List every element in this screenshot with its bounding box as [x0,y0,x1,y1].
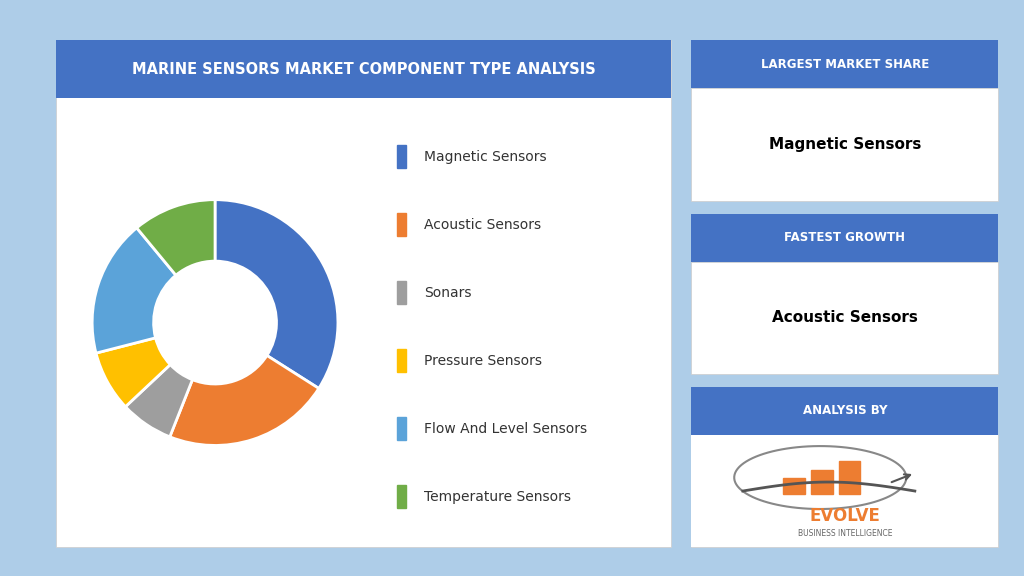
Text: LARGEST MARKET SHARE: LARGEST MARKET SHARE [761,58,929,71]
Bar [811,469,833,494]
Text: Magnetic Sensors: Magnetic Sensors [424,150,547,164]
Text: BUSINESS INTELLIGENCE: BUSINESS INTELLIGENCE [798,529,892,538]
Text: Flow And Level Sensors: Flow And Level Sensors [424,422,588,435]
Text: ANALYSIS BY: ANALYSIS BY [803,404,887,417]
Wedge shape [170,355,318,445]
Text: Acoustic Sensors: Acoustic Sensors [424,218,542,232]
Bar [397,349,407,372]
Bar [783,478,805,494]
Wedge shape [137,200,215,275]
Wedge shape [92,228,176,353]
Wedge shape [96,338,170,407]
Text: Acoustic Sensors: Acoustic Sensors [772,310,918,325]
Text: EVOLVE: EVOLVE [809,507,881,525]
Text: 34%: 34% [108,473,151,491]
Text: Pressure Sensors: Pressure Sensors [424,354,543,367]
Text: FASTEST GROWTH: FASTEST GROWTH [784,231,905,244]
Wedge shape [126,365,193,437]
Wedge shape [215,200,338,388]
Text: Sonars: Sonars [424,286,472,300]
Bar [397,145,407,168]
Text: MARINE SENSORS MARKET COMPONENT TYPE ANALYSIS: MARINE SENSORS MARKET COMPONENT TYPE ANA… [132,62,595,77]
Bar [397,281,407,304]
Bar [839,461,860,494]
Bar [397,418,407,440]
Bar [397,213,407,236]
Bar [397,486,407,508]
Text: Temperature Sensors: Temperature Sensors [424,490,571,504]
Text: Magnetic Sensors: Magnetic Sensors [769,137,921,152]
